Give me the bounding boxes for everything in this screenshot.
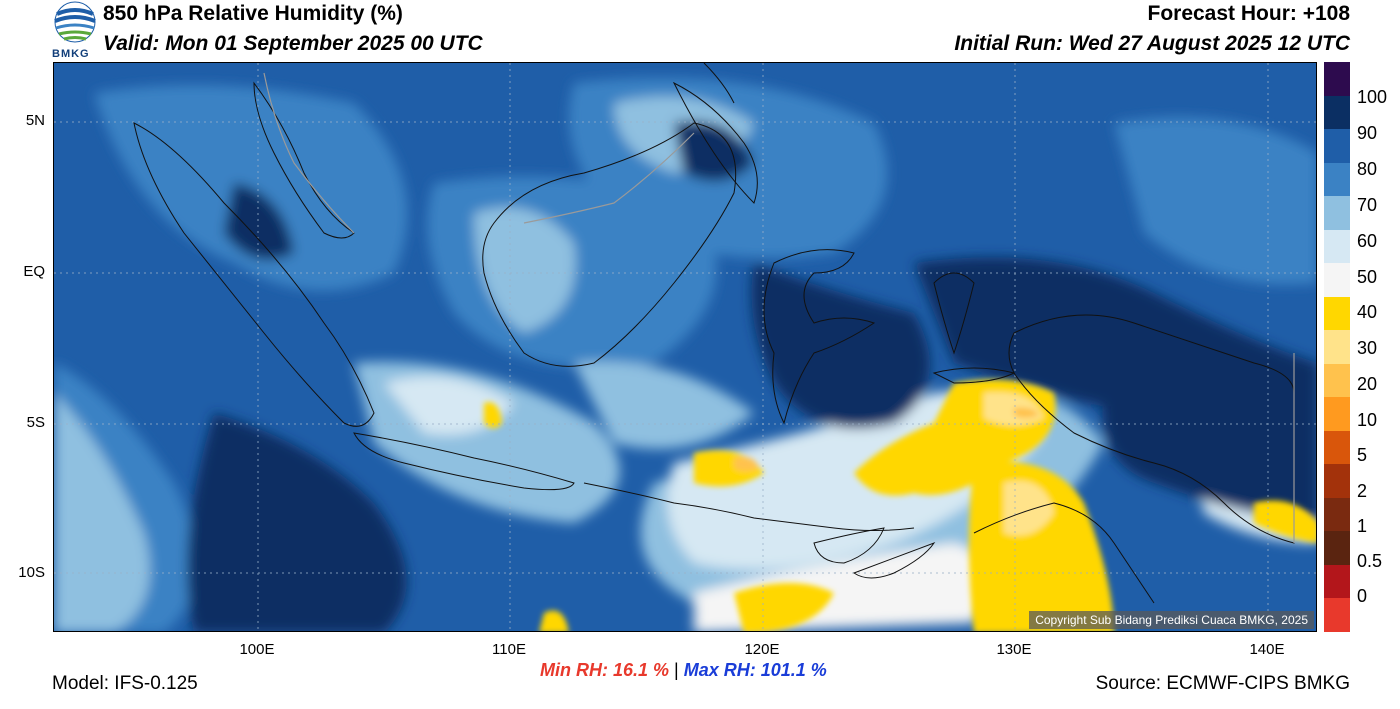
model-label: Model: IFS-0.125 — [52, 673, 198, 694]
colorbar-label-0: 0 — [1357, 586, 1368, 606]
humidity-field — [54, 63, 1316, 631]
colorbar-label-50: 50 — [1357, 267, 1378, 287]
lat-label-eq: EQ — [23, 263, 45, 280]
colorbar-swatch — [1324, 497, 1350, 532]
coastlines — [133, 63, 1295, 604]
colorbar-label-10: 10 — [1357, 410, 1378, 430]
colorbar-label-70: 70 — [1357, 195, 1378, 215]
min-rh: Min RH: 16.1 % — [540, 660, 670, 680]
bmkg-logo-text: BMKG — [52, 48, 90, 60]
colorbar-swatch — [1324, 129, 1350, 164]
lon-label-120e: 120E — [744, 641, 780, 658]
colorbar-swatch — [1324, 162, 1350, 197]
colorbar-label-20: 20 — [1357, 374, 1378, 394]
initial-run: Initial Run: Wed 27 August 2025 12 UTC — [954, 32, 1350, 55]
colorbar-label-40: 40 — [1357, 302, 1378, 322]
graticule — [54, 63, 1316, 631]
colorbar-swatch — [1324, 296, 1350, 331]
source-label: Source: ECMWF-CIPS BMKG — [1095, 673, 1350, 694]
lon-label-140e: 140E — [1249, 641, 1285, 658]
colorbar-swatch — [1324, 330, 1350, 365]
colorbar-swatch — [1324, 95, 1350, 130]
colorbar-swatch — [1324, 397, 1350, 432]
colorbar-swatch — [1324, 263, 1350, 298]
borders — [263, 72, 1295, 543]
colorbar-label-2: 2 — [1357, 481, 1368, 501]
copyright-notice: Copyright Sub Bidang Prediksi Cuaca BMKG… — [1029, 611, 1314, 629]
colorbar-label-0-5: 0.5 — [1357, 551, 1383, 571]
colorbar-swatch — [1324, 62, 1350, 96]
lat-label-5s: 5S — [26, 414, 45, 431]
lon-label-110e: 110E — [492, 641, 526, 658]
colorbar-label-5: 5 — [1357, 445, 1368, 465]
colorbar-swatch — [1324, 196, 1350, 231]
forecast-hour: Forecast Hour: +108 — [1147, 2, 1351, 25]
colorbar-swatch — [1324, 363, 1350, 398]
lat-label-10s: 10S — [18, 564, 45, 581]
colorbar-label-80: 80 — [1357, 159, 1378, 179]
lat-label-5n: 5N — [25, 112, 45, 129]
colorbar-label-1: 1 — [1357, 516, 1368, 536]
valid-time: Valid: Mon 01 September 2025 00 UTC — [103, 32, 483, 55]
max-rh: Max RH: 101.1 % — [683, 660, 827, 680]
colorbar-swatch — [1324, 430, 1350, 465]
colorbar-label-90: 90 — [1357, 123, 1378, 143]
colorbar-swatch — [1324, 598, 1350, 633]
colorbar-swatch — [1324, 464, 1350, 499]
min-max-rh: Min RH: 16.1 % | Max RH: 101.1 % — [540, 660, 827, 681]
bmkg-logo — [50, 0, 100, 62]
colorbar-label-30: 30 — [1357, 338, 1378, 358]
colorbar-swatch — [1324, 531, 1350, 566]
humidity-map: Copyright Sub Bidang Prediksi Cuaca BMKG… — [53, 62, 1317, 632]
lon-label-130e: 130E — [996, 641, 1032, 658]
min-max-separator: | — [674, 660, 679, 680]
colorbar-swatch — [1324, 564, 1350, 599]
colorbar-label-100: 100 — [1357, 87, 1388, 107]
chart-title: 850 hPa Relative Humidity (%) — [103, 2, 403, 25]
colorbar-swatch — [1324, 229, 1350, 264]
lon-label-100e: 100E — [239, 641, 275, 658]
colorbar-label-60: 60 — [1357, 231, 1378, 251]
colorbar — [1324, 62, 1350, 633]
